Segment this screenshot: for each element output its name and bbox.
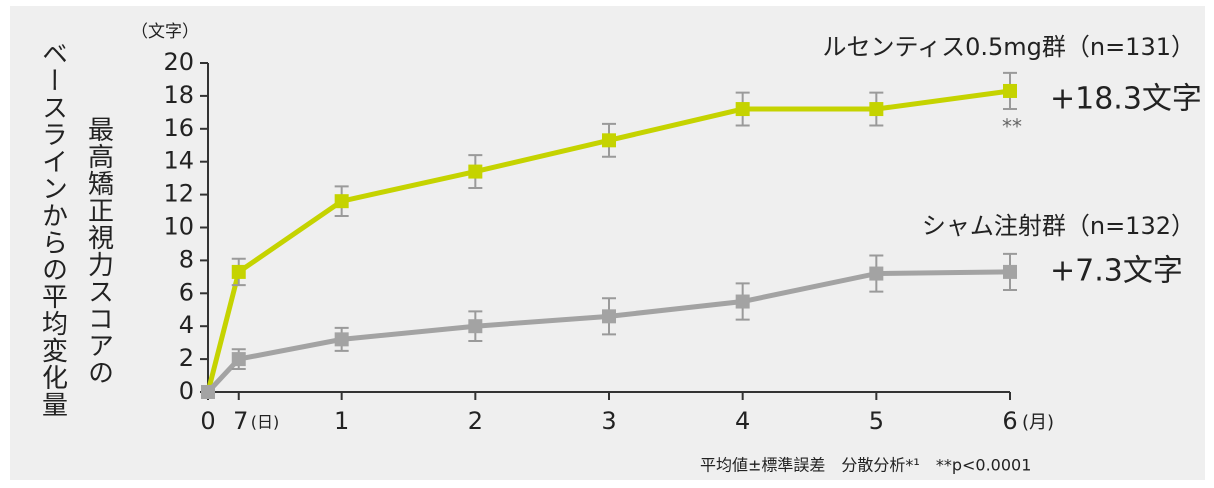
x-tick-label: 2 [468, 407, 483, 435]
legend-entry: シャム注射群（n=132） [922, 212, 1195, 240]
series-line [205, 88, 1011, 393]
y-tick-label: 12 [163, 180, 194, 208]
y-tick-label: 20 [163, 48, 194, 76]
data-point [334, 194, 349, 209]
data-point [869, 102, 884, 117]
data-point [231, 352, 246, 367]
data-point [735, 294, 750, 309]
data-point [468, 164, 483, 179]
x-tick-label: 6 [1002, 407, 1017, 435]
y-tick-label: 0 [179, 377, 194, 405]
y-axis-title: ベースラインからの平均変化量 [38, 40, 68, 418]
data-point [869, 266, 884, 281]
y-tick-label: 6 [179, 278, 194, 306]
data-point [1003, 83, 1017, 98]
y-tick-label: 8 [179, 245, 194, 273]
x-tick-label: 0 [200, 407, 215, 435]
series-line [206, 269, 1011, 394]
data-point [231, 264, 246, 279]
y-axis-title: 最高矯正視力スコアの [84, 116, 114, 386]
x-tick-label: 7 [233, 407, 248, 435]
x-tick-label: 3 [601, 407, 616, 435]
x-tick-label: 1 [334, 407, 349, 435]
y-tick-label: 10 [163, 213, 194, 241]
data-point [1003, 264, 1017, 279]
data-point [201, 385, 215, 399]
data-point [468, 319, 483, 334]
legend-entry: ルセンティス0.5mg群（n=131） [823, 33, 1195, 61]
end-label: +18.3文字 [1050, 82, 1202, 117]
significance: ** [1002, 115, 1022, 139]
y-tick-label: 14 [163, 147, 194, 175]
data-point [334, 332, 349, 347]
x-tick-label: 5 [869, 407, 884, 435]
y-tick-label: 4 [179, 311, 194, 339]
data-point [735, 102, 750, 117]
y-tick-label: 16 [163, 114, 194, 142]
y-unit: （文字） [131, 22, 199, 42]
x-unit: (月) [1022, 412, 1054, 433]
data-point [602, 133, 616, 148]
y-tick-label: 2 [179, 344, 194, 372]
x-tick-label: 4 [735, 407, 750, 435]
data-point [602, 309, 616, 324]
end-label: +7.3文字 [1050, 254, 1183, 289]
y-tick-label: 18 [163, 81, 194, 109]
footnote: 平均値±標準誤差 分散分析*¹ **p<0.0001 [700, 456, 1031, 475]
x-unit: (日) [251, 413, 280, 432]
